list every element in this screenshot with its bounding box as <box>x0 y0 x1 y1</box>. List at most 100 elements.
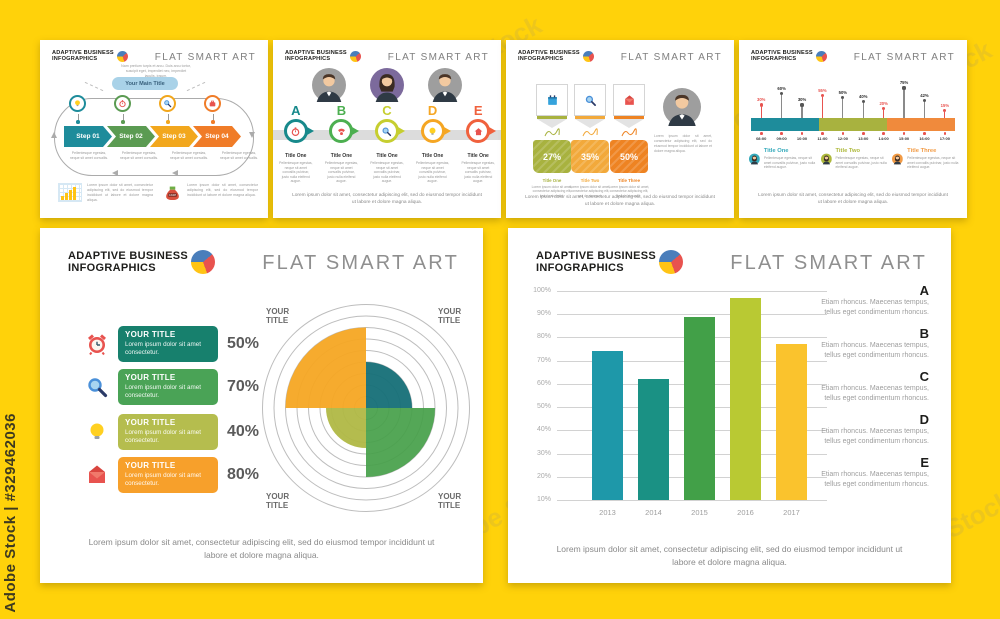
step-label: Step 03 <box>162 133 186 140</box>
slide-title: FLAT SMART ART <box>853 52 955 63</box>
pencil-tip <box>537 119 567 128</box>
bar-chart-icon <box>58 183 82 202</box>
feature-cash: Lorem ipsum dolor sit amet, consectetur … <box>163 183 258 203</box>
slide-header: ADAPTIVE BUSINESS INFOGRAPHICS FLAT SMART… <box>285 50 489 63</box>
time-label: 11:00 <box>817 136 828 141</box>
step-caption: Pellentesque egestas, neque sit amet con… <box>119 151 159 160</box>
legend-letter: B <box>919 325 929 341</box>
bar-2015 <box>684 316 715 500</box>
y-tick: 60% <box>536 380 551 387</box>
step-captions: Pellentesque egestas, neque sit amet con… <box>64 151 264 160</box>
letter-label: B <box>336 103 347 118</box>
person-text: Pellentesque egestas, neque sit amet con… <box>907 156 959 170</box>
bar-2014 <box>638 379 669 500</box>
percent-value: 27% <box>542 151 561 162</box>
feature-chart: Lorem ipsum dolor sit amet, consectetur … <box>58 183 153 203</box>
time-axis: 08:00 09:00 10:00 11:00 12:00 13:00 14:0… <box>751 136 955 141</box>
y-tick: 70% <box>536 357 551 364</box>
slide-header: ADAPTIVE BUSINESS INFOGRAPHICS FLAT SMART… <box>536 250 927 275</box>
lollipop-marker: 30% <box>792 80 812 118</box>
pencil-tip <box>614 119 644 128</box>
legend-letter: A <box>919 283 929 298</box>
letter-label: E <box>473 103 483 118</box>
slide-header: ADAPTIVE BUSINESS INFOGRAPHICS FLAT SMART… <box>751 50 955 63</box>
step-arrow: Step 02 <box>107 126 155 147</box>
slide-title: FLAT SMART ART <box>387 52 489 63</box>
time-label: 08:00 <box>756 136 767 141</box>
list-item: YOUR TITLE Lorem ipsum dolor sit amet con… <box>85 369 259 405</box>
percent-value: 35% <box>580 151 599 162</box>
legend-letter: D <box>919 411 929 427</box>
bar-2013 <box>592 351 623 500</box>
lightbulb-icon <box>69 95 86 112</box>
person-title: Title Three <box>907 148 937 154</box>
legend-text: Etiam rhoncus. Maecenas tempus, tellus e… <box>821 470 929 488</box>
connector-dot <box>211 120 215 124</box>
card-title: YOUR TITLE <box>125 330 176 339</box>
step-caption: Pellentesque egestas, neque sit amet con… <box>169 151 209 160</box>
connector-line <box>77 114 79 121</box>
marker-percent: 75% <box>899 80 909 86</box>
pencil-band <box>575 116 605 119</box>
dashed-connector <box>186 81 206 92</box>
marker-percent: 20% <box>879 101 888 107</box>
brand-line2: INFOGRAPHICS <box>751 56 797 63</box>
item-title: Title One <box>376 153 398 159</box>
lollipop-marker: 20% <box>873 80 893 118</box>
process-icons <box>273 119 501 143</box>
step-arrows: Step 01 Step 02 Step 03 Step 04 <box>64 126 241 147</box>
title-card: YOUR TITLE Lorem ipsum dolor sit amet con… <box>118 414 218 450</box>
squiggle-line <box>582 128 598 137</box>
marker-percent: 60% <box>777 86 786 92</box>
title-card: YOUR TITLE Lorem ipsum dolor sit amet con… <box>118 326 218 362</box>
pencil-column: 27% Title One Lorem ipsum dolor sit amet… <box>532 84 572 198</box>
card-text: Lorem ipsum dolor sit amet consectetur. <box>125 472 201 487</box>
magnifier-icon <box>159 95 176 112</box>
bar-2016 <box>730 297 761 500</box>
avatar-row <box>273 68 501 102</box>
legend-entry: E Etiam rhoncus. Maecenas tempus, tellus … <box>811 455 929 490</box>
time-label: 09:00 <box>776 136 787 141</box>
polar-wedge-teal <box>366 362 412 408</box>
slide-time-chart: ADAPTIVE BUSINESS INFOGRAPHICS FLAT SMART… <box>739 40 967 218</box>
slide-pencil-percent: ADAPTIVE BUSINESS INFOGRAPHICS FLAT SMART… <box>506 40 734 218</box>
letter-label: C <box>382 103 392 118</box>
pie-logo-icon <box>582 50 594 62</box>
loop-arrow-up-icon <box>51 132 57 138</box>
home-icon <box>466 119 491 143</box>
block-text: Lorem ipsum dolor sit amet, consectetur … <box>608 185 650 198</box>
businessman-avatar <box>312 68 346 102</box>
lightbulb-icon <box>420 119 445 143</box>
marker-percent: 55% <box>818 87 827 93</box>
legend-text: Etiam rhoncus. Maecenas tempus, tellus e… <box>821 385 929 402</box>
brand-line1: ADAPTIVE BUSINESS <box>68 250 189 262</box>
note-text: Nam pretium turpis et arcu. Duis arcu to… <box>121 64 191 78</box>
loop-arrow-left-icon <box>112 170 118 176</box>
item-text: Pellentesque egestas, neque sit amet con… <box>461 161 495 184</box>
pencil-column: 50% Title Three Lorem ipsum dolor sit am… <box>609 84 649 198</box>
item-text: Pellentesque egestas, neque sit amet con… <box>415 161 450 184</box>
footer-text: Lorem ipsum dolor sit amet, consectetur … <box>292 193 482 206</box>
lollipop-marker: 40% <box>853 80 873 118</box>
year-label: 2014 <box>645 508 662 517</box>
main-title-pill: Your Main Title <box>112 77 178 90</box>
step-caption: Pellentesque egestas, neque sit amet con… <box>219 151 259 160</box>
timeline-segment <box>887 118 955 131</box>
pencil-column: 35% Title Two Lorem ipsum dolor sit amet… <box>570 84 610 198</box>
chart-legend: A Etiam rhoncus. Maecenas tempus, tellus … <box>811 283 929 498</box>
time-label: 14:00 <box>878 136 889 141</box>
arrow-right-icon <box>489 127 497 135</box>
person-block: Title Three Pellentesque egestas, neque s… <box>892 146 959 172</box>
percent-value: 50% <box>227 334 260 352</box>
brand-line1: ADAPTIVE BUSINESS <box>52 50 114 56</box>
time-label: 15:00 <box>898 136 910 141</box>
briefcase-icon <box>204 95 221 112</box>
letter-label: D <box>427 103 438 118</box>
block-title: Title Three <box>617 178 641 183</box>
item-text: Pellentesque egestas, neque sit amet con… <box>370 161 404 184</box>
dashed-connector <box>84 81 104 92</box>
magnifier-icon <box>374 119 399 143</box>
y-tick: 80% <box>536 333 551 340</box>
block-title: Title Two <box>580 178 600 183</box>
